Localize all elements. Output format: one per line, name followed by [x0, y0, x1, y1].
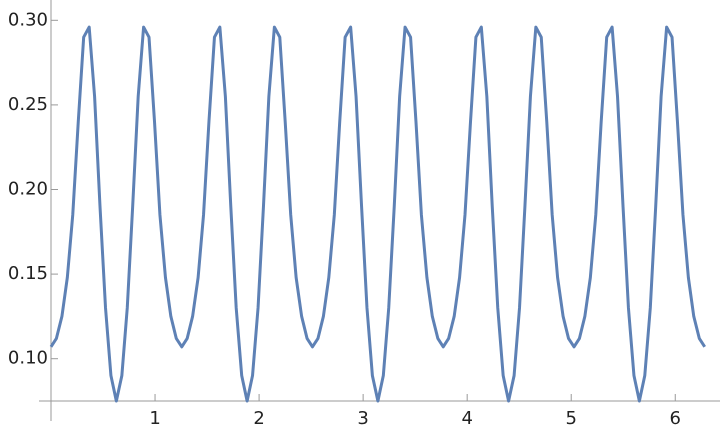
y-tick-label: 0.30 — [8, 9, 48, 30]
x-tick-label: 4 — [461, 408, 472, 429]
x-tick-label: 3 — [357, 408, 368, 429]
y-tick-label: 0.15 — [8, 263, 48, 284]
y-tick-label: 0.10 — [8, 348, 48, 369]
x-tick-label: 1 — [149, 408, 160, 429]
x-tick-label: 2 — [253, 408, 264, 429]
x-tick-label: 5 — [565, 408, 576, 429]
x-tick-label: 6 — [670, 408, 681, 429]
y-tick-label: 0.25 — [8, 94, 48, 115]
y-tick-label: 0.20 — [8, 179, 48, 200]
line-series — [49, 25, 706, 403]
